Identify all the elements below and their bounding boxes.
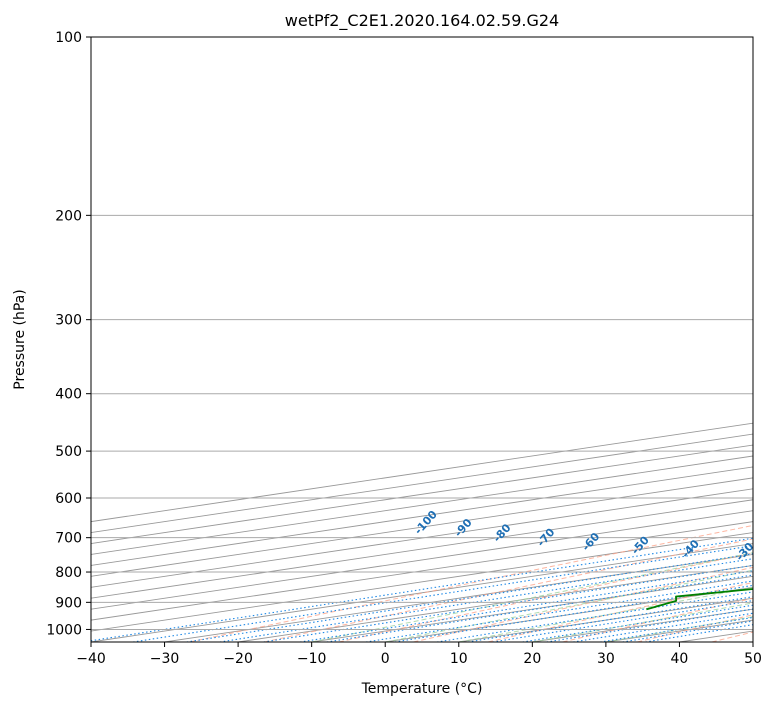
y-tick-label: 900 <box>55 595 82 611</box>
isotherm-line <box>91 510 753 610</box>
isotherm-line <box>91 444 753 544</box>
isotherm-line <box>91 521 753 621</box>
isotherm-line <box>91 543 753 642</box>
pressure-gridlines <box>91 37 753 630</box>
dry-adiabat-label: -100 <box>412 508 440 537</box>
isotherm-line <box>752 641 753 642</box>
dry-adiabat-lines <box>189 524 753 642</box>
x-axis-label: Temperature (°C) <box>361 681 483 697</box>
isotherm-lines <box>91 422 753 642</box>
isotherm-line <box>91 433 753 534</box>
x-tick-label: −10 <box>297 651 327 667</box>
x-tick-label: 20 <box>523 651 541 667</box>
y-tick-label: 700 <box>55 531 82 547</box>
mixing-ratio-line <box>600 616 753 642</box>
mixing-ratio-line <box>132 545 753 642</box>
plot-frame <box>90 36 754 643</box>
moist-adiabat-lines <box>311 552 753 642</box>
profile-series <box>646 588 753 611</box>
dry-adiabat-line <box>413 566 753 642</box>
mixing-ratio-line <box>546 608 753 642</box>
chart-title: wetPf2_C2E1.2020.164.02.59.G24 <box>285 11 559 31</box>
y-tick-label: 800 <box>55 565 82 581</box>
isotherm-line <box>91 477 753 577</box>
dry-adiabat-line <box>562 597 753 642</box>
x-tick-label: −30 <box>150 651 180 667</box>
plot-area: 0.10.20.40.611.52346810131620253036-100-… <box>91 37 753 642</box>
moist-adiabat-line <box>458 586 753 642</box>
isotherm-line <box>91 488 753 588</box>
dry-adiabat-line <box>637 614 753 642</box>
x-tick-label: −40 <box>76 651 106 667</box>
mixing-ratio-line <box>522 604 753 642</box>
mixing-ratio-lines <box>91 537 753 642</box>
y-tick-label: 500 <box>55 444 82 460</box>
y-tick-label: 400 <box>55 387 82 403</box>
x-tick-label: 10 <box>450 651 468 667</box>
isotherm-line <box>311 575 753 642</box>
moist-adiabat-line <box>311 552 753 642</box>
dry-adiabat-line <box>264 538 753 642</box>
isotherm-line <box>91 532 753 632</box>
y-tick-label: 200 <box>55 208 82 224</box>
y-tick-label: 300 <box>55 313 82 329</box>
x-tick-label: 40 <box>671 651 689 667</box>
isotherm-line <box>91 499 753 599</box>
x-axis-ticks: −40 −30 −20 −10 0 10 20 30 40 50 <box>76 642 762 667</box>
dry-adiabat-line <box>189 524 753 642</box>
moist-adiabat-line <box>385 569 753 642</box>
x-tick-label: −20 <box>223 651 253 667</box>
mixing-ratio-line <box>219 558 753 642</box>
mixing-ratio-line <box>573 612 753 642</box>
y-axis-ticks: 100 200 300 400 500 600 700 800 900 1000 <box>46 30 91 638</box>
y-tick-label: 100 <box>55 30 82 46</box>
x-tick-label: 0 <box>381 651 390 667</box>
x-tick-label: 30 <box>597 651 615 667</box>
mixing-ratio-line <box>326 574 753 642</box>
mixing-ratio-line <box>186 553 753 642</box>
mixing-ratio-line <box>91 537 753 642</box>
y-tick-label: 1000 <box>46 622 82 638</box>
isotherm-line <box>385 586 753 642</box>
x-tick-label: 50 <box>744 651 762 667</box>
isotherm-line <box>458 597 753 642</box>
y-tick-label: 600 <box>55 491 82 507</box>
isotherm-line <box>91 422 753 523</box>
y-axis-label: Pressure (hPa) <box>12 289 28 389</box>
isotherm-line <box>91 455 753 555</box>
isotherm-line <box>91 466 753 566</box>
